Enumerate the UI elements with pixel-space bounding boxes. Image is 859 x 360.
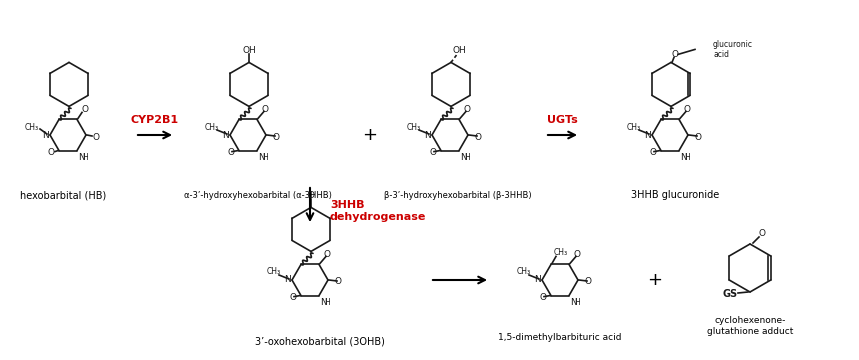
Text: 1,5-dimethylbarbituric acid: 1,5-dimethylbarbituric acid	[498, 333, 622, 342]
Text: O: O	[93, 132, 100, 141]
Text: N: N	[42, 130, 49, 139]
Text: N: N	[644, 130, 651, 139]
Text: N: N	[78, 153, 85, 162]
Text: CH₃: CH₃	[407, 122, 421, 131]
Text: O: O	[289, 293, 296, 302]
Text: CYP2B1: CYP2B1	[131, 115, 179, 125]
Text: CH₃: CH₃	[205, 122, 219, 131]
Text: α-3’-hydroxyhexobarbital (α-3HHB): α-3’-hydroxyhexobarbital (α-3HHB)	[184, 190, 332, 199]
Text: CH₃: CH₃	[554, 248, 568, 257]
Text: N: N	[284, 275, 291, 284]
Text: hexobarbital (HB): hexobarbital (HB)	[20, 190, 107, 200]
Text: O: O	[47, 148, 54, 157]
Text: OH: OH	[452, 46, 466, 55]
Text: N: N	[680, 153, 686, 162]
Text: N: N	[320, 298, 326, 307]
Text: H: H	[262, 153, 268, 162]
Text: O: O	[272, 132, 279, 141]
Text: O: O	[324, 250, 331, 259]
Text: O: O	[584, 278, 592, 287]
Text: H: H	[464, 153, 470, 162]
Text: +: +	[648, 271, 662, 289]
Text: O: O	[261, 105, 269, 114]
Text: O: O	[539, 293, 546, 302]
Text: cyclohexenone-
glutathione adduct: cyclohexenone- glutathione adduct	[707, 316, 793, 336]
Text: 3’-oxohexobarbital (3OHB): 3’-oxohexobarbital (3OHB)	[255, 337, 385, 347]
Text: GS: GS	[722, 289, 738, 299]
Text: O: O	[574, 250, 581, 259]
Text: N: N	[460, 153, 466, 162]
Text: O: O	[430, 148, 436, 157]
Text: CH₃: CH₃	[25, 122, 39, 131]
Text: N: N	[258, 153, 265, 162]
Text: O: O	[672, 50, 679, 59]
Text: O: O	[334, 278, 342, 287]
Text: O: O	[82, 105, 88, 114]
Text: O: O	[694, 132, 702, 141]
Text: O: O	[649, 148, 656, 157]
Text: CH₃: CH₃	[517, 267, 531, 276]
Text: N: N	[222, 130, 229, 139]
Text: H: H	[324, 298, 330, 307]
Text: H: H	[82, 153, 88, 162]
Text: β-3’-hydroxyhexobarbital (β-3HHB): β-3’-hydroxyhexobarbital (β-3HHB)	[384, 190, 532, 199]
Text: N: N	[534, 275, 541, 284]
Text: 3HHB glucuronide: 3HHB glucuronide	[631, 190, 719, 200]
Text: N: N	[424, 130, 431, 139]
Text: dehydrogenase: dehydrogenase	[330, 212, 426, 222]
Text: H: H	[684, 153, 690, 162]
Text: CH₃: CH₃	[627, 122, 641, 131]
Text: H: H	[574, 298, 580, 307]
Text: O: O	[308, 191, 314, 200]
Text: O: O	[474, 132, 482, 141]
Text: O: O	[684, 105, 691, 114]
Text: UGTs: UGTs	[546, 115, 577, 125]
Text: 3HHB: 3HHB	[330, 200, 364, 210]
Text: CH₃: CH₃	[267, 267, 281, 276]
Text: O: O	[758, 230, 765, 238]
Text: +: +	[362, 126, 377, 144]
Text: glucuronic
acid: glucuronic acid	[713, 40, 753, 59]
Text: OH: OH	[242, 46, 256, 55]
Text: N: N	[570, 298, 576, 307]
Text: O: O	[228, 148, 235, 157]
Text: O: O	[464, 105, 471, 114]
